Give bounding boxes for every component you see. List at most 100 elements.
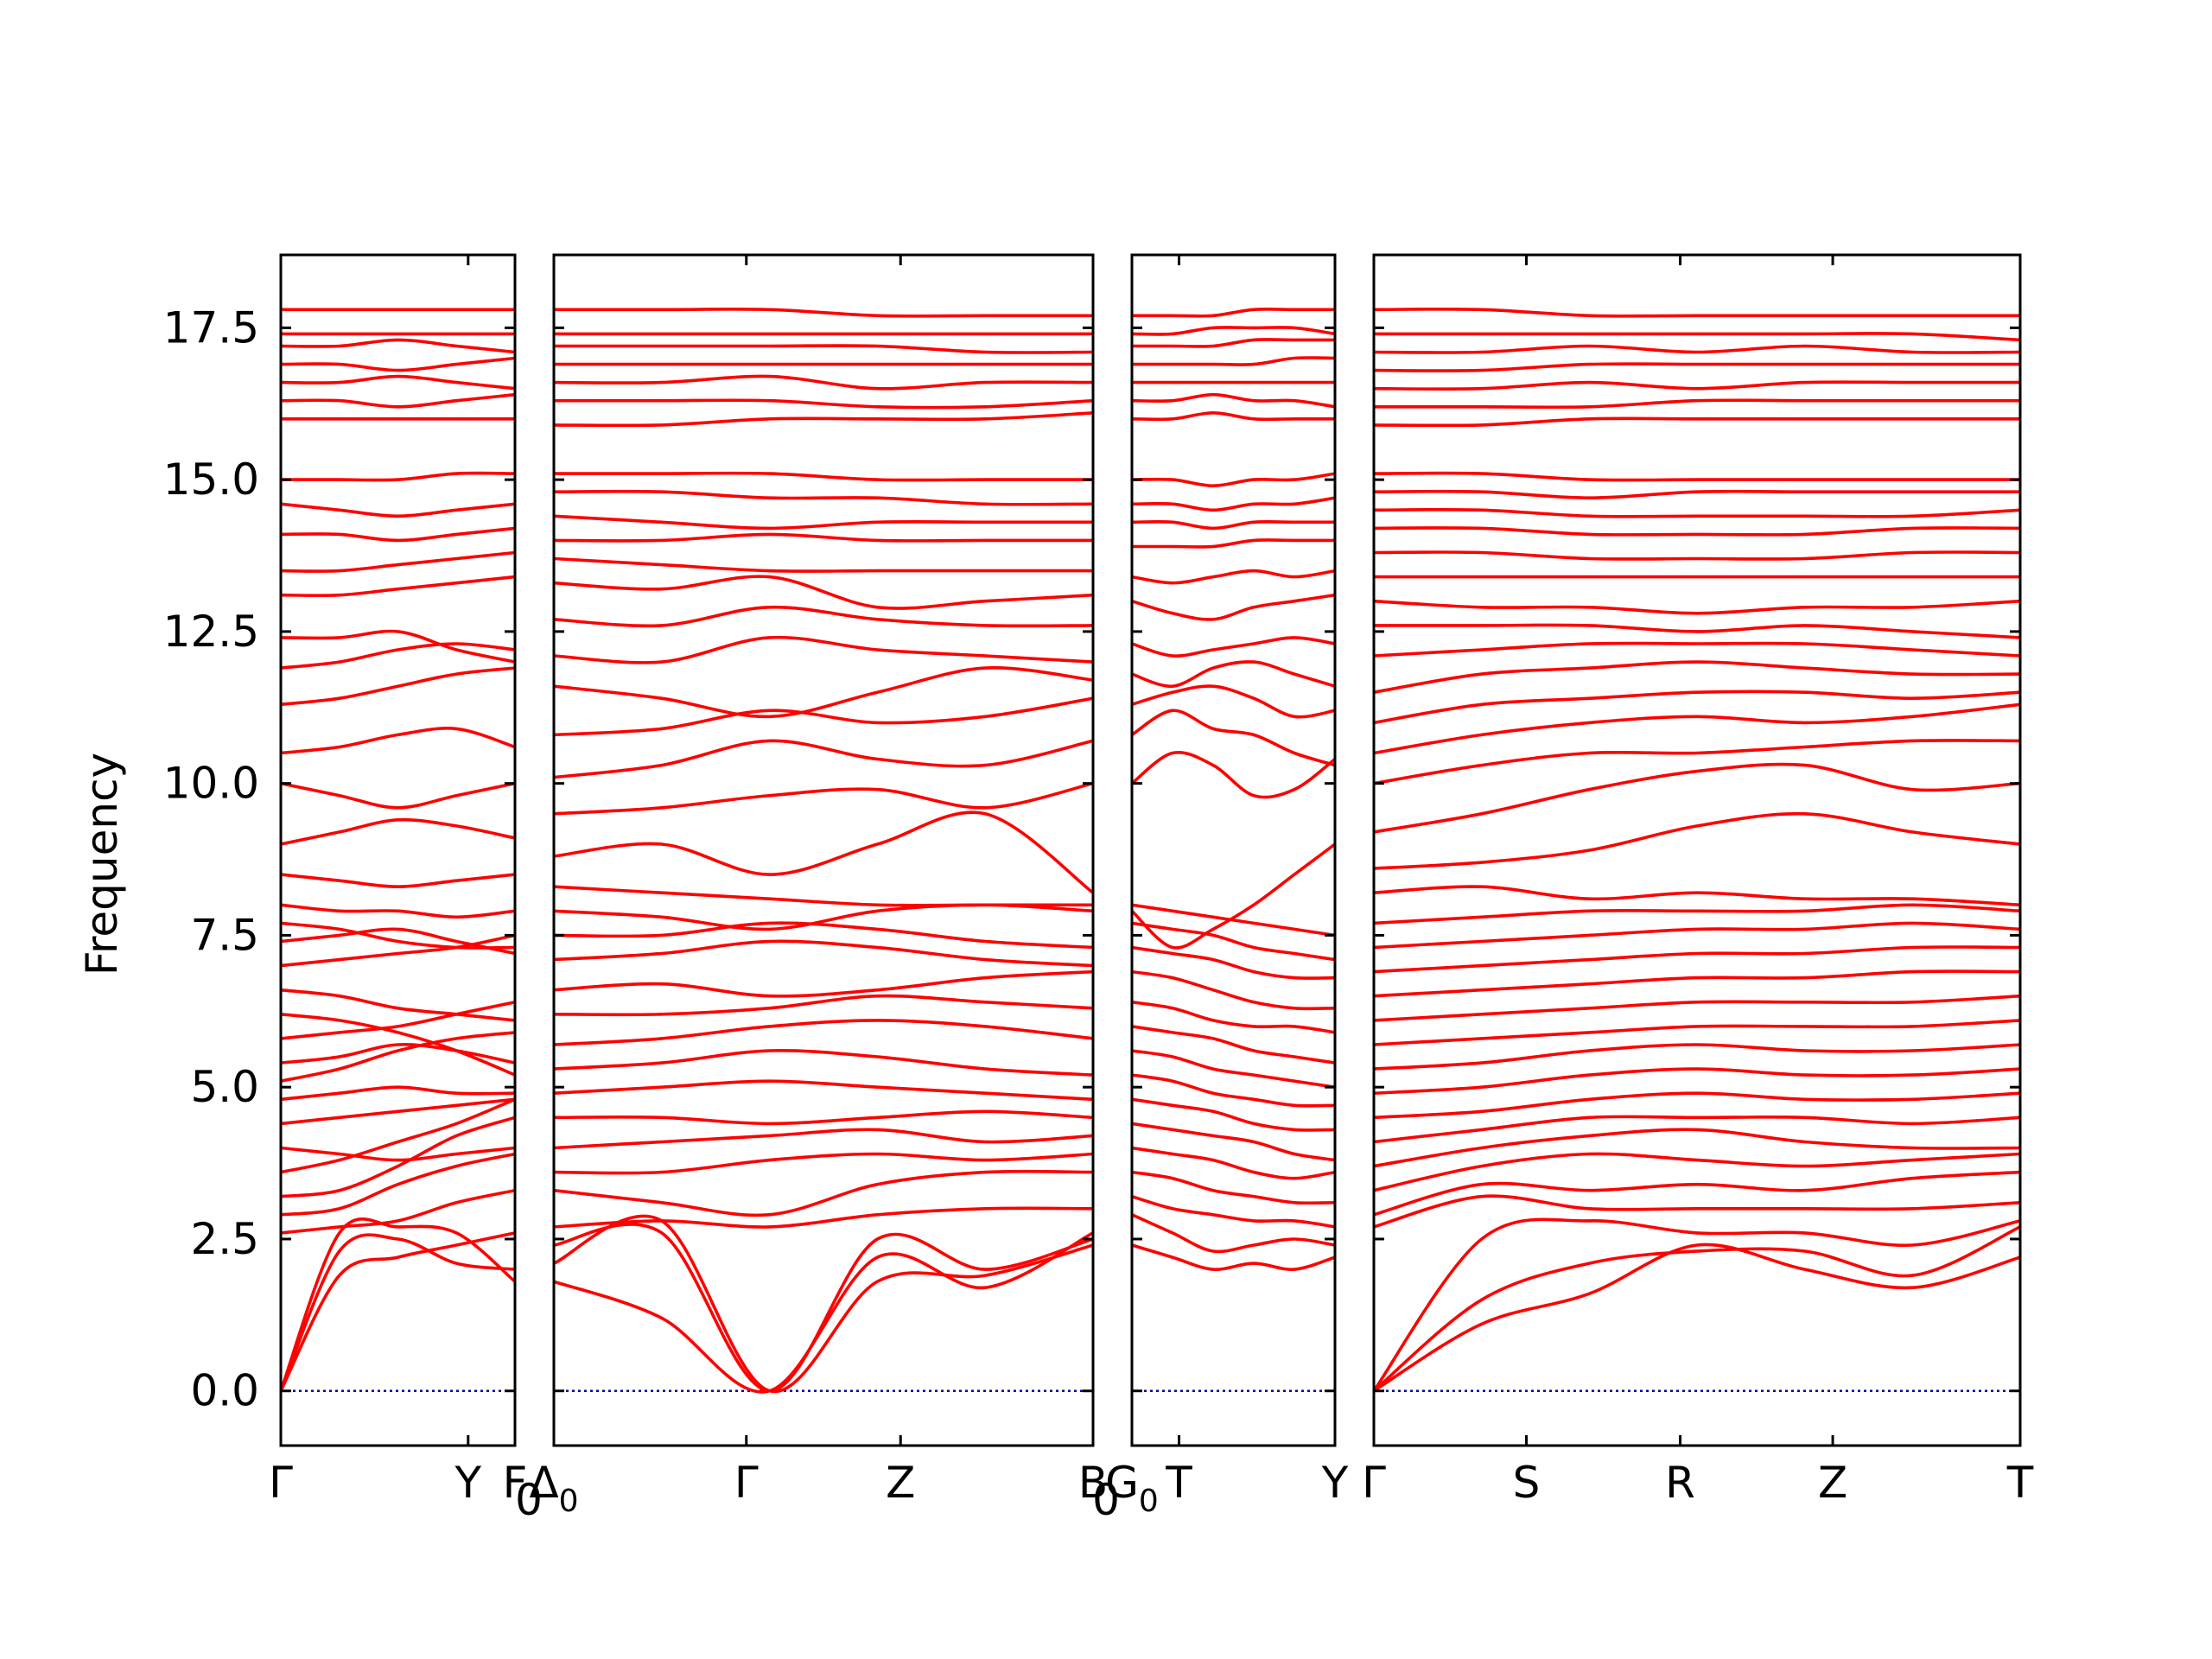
phonon-band-2	[281, 1233, 515, 1392]
y-axis-title: Frequency	[77, 753, 127, 976]
y-axis-ticks: 0.0 2.5 5.0 7.5 10.0 12.5 15.0 17.5	[163, 302, 259, 1415]
phonon-band-3	[281, 1231, 515, 1392]
phonon-band-10	[281, 1085, 515, 1102]
phonon-band-15	[281, 988, 515, 1022]
phonon-band-27	[1374, 599, 2020, 615]
phonon-band-15	[554, 921, 1093, 950]
band-panel-2: Δ0 Γ Z B	[529, 253, 1108, 1519]
phonon-band-11	[1374, 1043, 2020, 1071]
phonon-band-13	[1132, 945, 1335, 980]
phonon-band-40	[1374, 307, 2020, 318]
phonon-band-2	[1132, 1213, 1335, 1254]
phonon-band-29	[554, 489, 1093, 506]
phonon-band-6	[554, 1152, 1093, 1175]
phonon-band-20	[281, 873, 515, 888]
phonon-band-23	[554, 635, 1093, 664]
phonon-band-7	[1132, 1097, 1335, 1132]
phonon-band-6	[1374, 1152, 2020, 1192]
phonon-band-16	[1374, 921, 2020, 950]
phonon-band-19	[281, 903, 515, 919]
y-axis-title-group: Frequency	[77, 753, 127, 976]
y-tick-label: 10.0	[163, 759, 259, 809]
phonon-band-8	[554, 1109, 1093, 1126]
phonon-band-1	[281, 1217, 515, 1392]
phonon-band-24	[554, 605, 1093, 628]
phonon-band-34	[1132, 307, 1335, 318]
phonon-band-27	[1132, 472, 1335, 487]
x-tick-label: S	[1513, 1458, 1541, 1508]
phonon-band-33	[554, 374, 1093, 391]
x-tick-label: Z	[1818, 1458, 1847, 1508]
phonon-band-19	[554, 781, 1093, 816]
x-tick-label: F	[503, 1458, 528, 1508]
phonon-band-22	[281, 781, 515, 810]
y-tick-label: 5.0	[190, 1062, 259, 1112]
phonon-band-38	[1374, 344, 2020, 354]
phonon-band-14	[281, 1013, 515, 1077]
phonon-band-9	[281, 1097, 515, 1126]
phonon-band-24	[281, 666, 515, 707]
phonon-band-33	[281, 392, 515, 409]
y-tick-label: 15.0	[163, 454, 259, 505]
phonon-band-4	[1132, 1170, 1335, 1205]
phonon-band-35	[281, 356, 515, 372]
phonon-band-18	[281, 921, 515, 950]
phonon-band-30	[1374, 526, 2020, 537]
phonon-band-37	[554, 307, 1093, 318]
phonon-band-36	[1374, 380, 2020, 391]
phonon-band-3	[1374, 1217, 2020, 1392]
x-tick-label: T	[1165, 1458, 1192, 1508]
phonon-band-23	[1374, 690, 2020, 725]
panel-frame	[552, 253, 1095, 1447]
phonon-band-19	[1132, 684, 1335, 719]
phonon-band-28	[1132, 411, 1335, 422]
phonon-band-11	[281, 1031, 515, 1083]
panel-frame	[1130, 253, 1337, 1447]
x-tick-label: Γ	[734, 1458, 759, 1508]
phonon-band-8	[281, 1146, 515, 1162]
phonon-band-25	[281, 642, 515, 670]
x-tick-label: B	[1078, 1458, 1108, 1508]
phonon-band-27	[281, 575, 515, 598]
x-tick-sub-label: 0	[1092, 1475, 1120, 1525]
phonon-band-21	[554, 696, 1093, 737]
y-tick-label: 17.5	[163, 302, 259, 353]
band-lines	[1374, 307, 2020, 1393]
phonon-band-12	[554, 994, 1093, 1017]
phonon-band-15	[1374, 945, 2020, 974]
phonon-band-31	[1132, 356, 1335, 366]
band-lines	[554, 307, 1093, 1394]
phonon-band-10	[1374, 1067, 2020, 1095]
phonon-band-12	[281, 1043, 515, 1065]
phonon-band-26	[281, 629, 515, 664]
phonon-band-33	[1374, 471, 2020, 482]
phonon-band-1	[554, 1214, 1093, 1394]
phonon-band-26	[1132, 496, 1335, 512]
y-tick-label: 12.5	[163, 607, 259, 657]
phonon-band-6	[1132, 1122, 1335, 1162]
phonon-band-26	[554, 556, 1093, 573]
phonon-band-24	[1374, 660, 2020, 694]
phonon-band-23	[1132, 569, 1335, 585]
phonon-band-10	[554, 1049, 1093, 1077]
phonon-band-9	[554, 1079, 1093, 1102]
phonon-band-2	[554, 1231, 1093, 1394]
phonon-band-10	[1132, 1025, 1335, 1065]
band-lines	[281, 308, 515, 1392]
band-lines	[1132, 307, 1335, 1271]
phonon-band-24	[1132, 538, 1335, 549]
phonon-band-4	[281, 1188, 515, 1235]
phonon-band-7	[554, 1128, 1093, 1150]
phonon-band-27	[554, 532, 1093, 543]
phonon-band-31	[554, 411, 1093, 428]
phonon-band-16	[1132, 842, 1335, 950]
phonon-band-25	[1132, 520, 1335, 531]
phonon-band-34	[281, 374, 515, 391]
x-tick-sub-label: 0	[515, 1475, 543, 1525]
phonon-band-21	[281, 817, 515, 846]
phonon-band-18	[1374, 885, 2020, 907]
y-tick-label: 2.5	[190, 1214, 259, 1264]
phonon-band-30	[554, 471, 1093, 482]
phonon-band-13	[1374, 994, 2020, 1022]
